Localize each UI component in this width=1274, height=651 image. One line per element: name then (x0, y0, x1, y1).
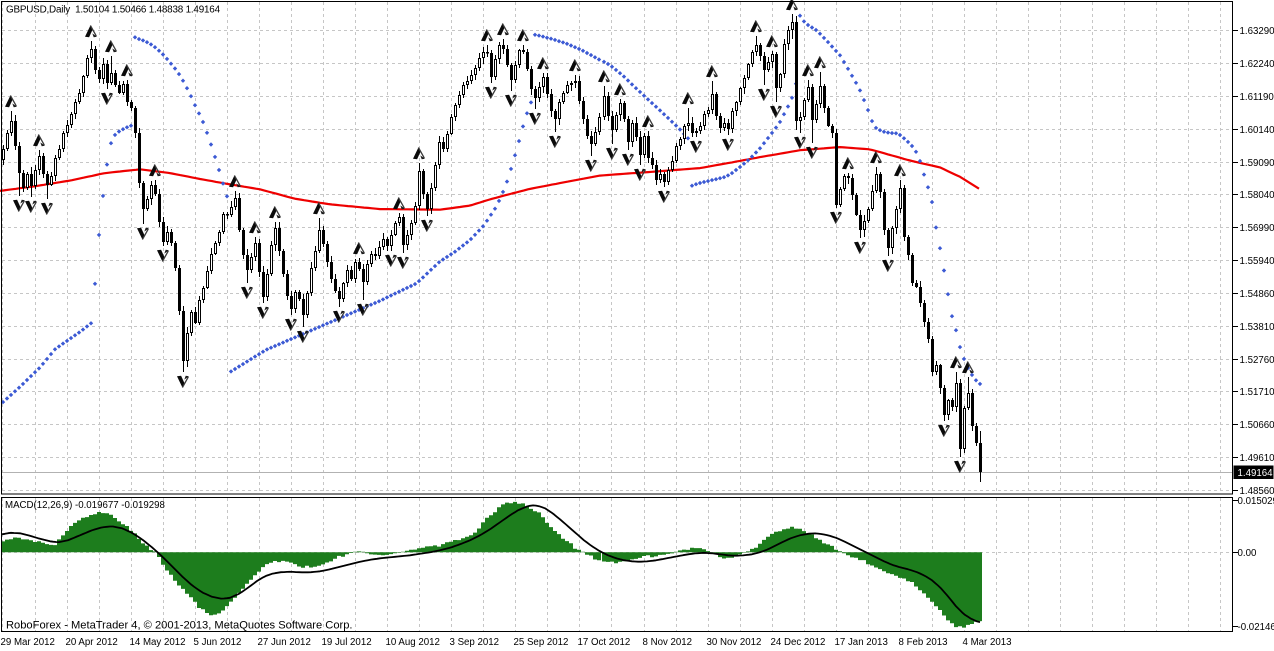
svg-text:1.53810: 1.53810 (1240, 322, 1274, 333)
svg-text:1.49610: 1.49610 (1240, 453, 1274, 464)
svg-text:1.59090: 1.59090 (1240, 158, 1274, 169)
svg-text:25 Sep 2012: 25 Sep 2012 (514, 637, 569, 648)
svg-text:8 Nov 2012: 8 Nov 2012 (643, 637, 693, 648)
svg-text:0.00: 0.00 (1238, 548, 1257, 559)
svg-text:1.60140: 1.60140 (1240, 125, 1274, 136)
svg-text:GBPUSD,Daily 1.50104 1.50466: GBPUSD,Daily 1.50104 1.50466 1.48838 1.4… (6, 5, 221, 16)
svg-text:MACD(12,26,9) -0.019677 -0.019: MACD(12,26,9) -0.019677 -0.019298 (5, 500, 165, 511)
svg-text:1.55940: 1.55940 (1240, 256, 1274, 267)
svg-text:27 Jun 2012: 27 Jun 2012 (258, 637, 311, 648)
svg-text:RoboForex - MetaTrader 4, © 20: RoboForex - MetaTrader 4, © 2001-2013, M… (6, 620, 353, 632)
svg-text:1.51710: 1.51710 (1240, 387, 1274, 398)
svg-text:19 Jul 2012: 19 Jul 2012 (322, 637, 372, 648)
svg-text:-0.021462: -0.021462 (1238, 622, 1274, 633)
svg-text:8 Feb 2013: 8 Feb 2013 (899, 637, 948, 648)
svg-text:1.54860: 1.54860 (1240, 289, 1274, 300)
svg-text:1.58040: 1.58040 (1240, 190, 1274, 201)
svg-text:5 Jun 2012: 5 Jun 2012 (194, 637, 242, 648)
svg-text:1.48560: 1.48560 (1240, 486, 1274, 497)
svg-text:4 Mar 2013: 4 Mar 2013 (963, 637, 1012, 648)
svg-text:1.61190: 1.61190 (1240, 92, 1274, 103)
svg-text:29 Mar 2012: 29 Mar 2012 (1, 637, 55, 648)
svg-text:3 Sep 2012: 3 Sep 2012 (450, 637, 500, 648)
svg-text:10 Aug 2012: 10 Aug 2012 (386, 637, 440, 648)
svg-text:1.49164: 1.49164 (1238, 468, 1274, 479)
svg-text:1.62240: 1.62240 (1240, 59, 1274, 70)
svg-text:1.50660: 1.50660 (1240, 420, 1274, 431)
svg-text:30 Nov 2012: 30 Nov 2012 (707, 637, 762, 648)
svg-text:14 May 2012: 14 May 2012 (130, 637, 186, 648)
svg-text:24 Dec 2012: 24 Dec 2012 (771, 637, 826, 648)
svg-text:17 Oct 2012: 17 Oct 2012 (578, 637, 631, 648)
svg-text:20 Apr 2012: 20 Apr 2012 (66, 637, 118, 648)
svg-text:0.015029: 0.015029 (1238, 496, 1274, 507)
svg-text:1.52760: 1.52760 (1240, 355, 1274, 366)
svg-text:1.63290: 1.63290 (1240, 26, 1274, 37)
svg-text:17 Jan 2013: 17 Jan 2013 (835, 637, 888, 648)
svg-text:1.56990: 1.56990 (1240, 223, 1274, 234)
